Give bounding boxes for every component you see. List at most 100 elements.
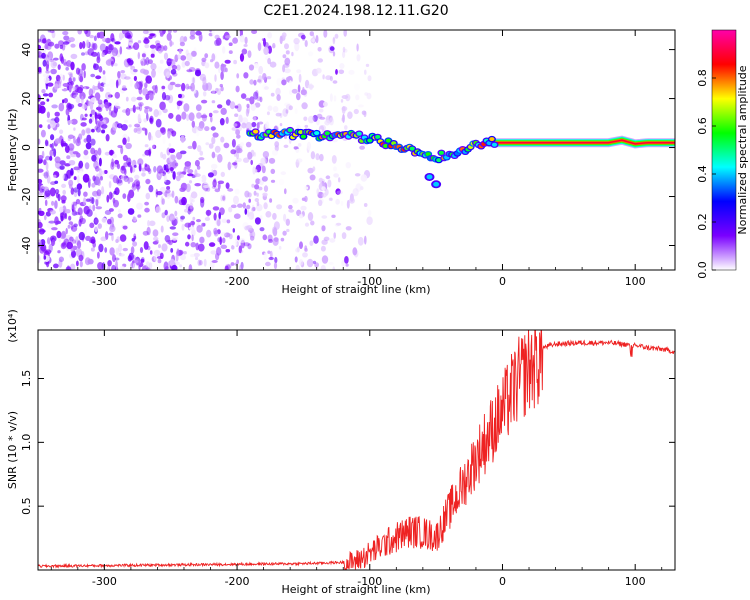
spectrogram-cell <box>61 43 66 51</box>
spectrogram-cell <box>99 170 102 178</box>
spectrogram-cell <box>214 145 221 153</box>
spectrogram-cell <box>54 116 60 124</box>
spectrogram-cell <box>54 180 59 184</box>
spectrogram-cell <box>69 73 73 78</box>
spectrogram-cell <box>62 172 65 180</box>
spectrogram-cell <box>95 126 101 133</box>
spectrogram-cell <box>195 104 202 112</box>
spectrogram-cell <box>145 75 152 84</box>
spectrogram-cell <box>309 174 316 181</box>
spectrogram-ridge-blob <box>409 146 415 151</box>
spectrogram-cell <box>286 228 290 233</box>
spectrogram-cell <box>122 193 127 199</box>
spectrogram-cell <box>153 109 159 118</box>
colorbar-frame <box>711 29 737 271</box>
spectrogram-cell <box>241 93 247 99</box>
spectrogram-cell <box>217 104 223 109</box>
spectrogram-cell <box>91 182 96 188</box>
spectrogram-cell <box>60 242 67 250</box>
spectrogram-cell <box>60 195 67 202</box>
spectrogram-cell <box>222 35 226 40</box>
spectrogram-cell <box>146 226 151 236</box>
spectrogram-cell <box>171 264 178 270</box>
spectrogram-cell <box>269 250 273 259</box>
spectrogram-cell <box>150 135 154 141</box>
spectrogram-ridge-blob <box>491 142 498 147</box>
spectrogram-cell <box>134 82 140 90</box>
spectrogram-cell <box>163 174 167 183</box>
spectrogram-cell <box>186 113 190 122</box>
spectrogram-cell <box>95 115 98 125</box>
spectrogram-cell <box>220 64 227 73</box>
spectrogram-cell <box>38 178 43 184</box>
spectrogram-cell <box>42 73 50 78</box>
spectrogram-cell <box>46 238 51 245</box>
spectrogram-cell <box>224 265 229 270</box>
spectrogram-cell <box>83 149 89 156</box>
spectrogram-cell <box>67 103 75 109</box>
spectrogram-cell <box>300 205 307 211</box>
spectrogram-cell <box>54 216 59 226</box>
spectrogram-cell <box>172 171 176 180</box>
spectrogram-cell <box>228 233 233 240</box>
spectrogram-cell <box>79 75 84 83</box>
spectrogram-cell <box>210 163 218 169</box>
spectrogram-cell <box>184 161 191 170</box>
spectrogram-cell <box>90 247 95 252</box>
spectrogram-cell <box>63 35 70 41</box>
spectrogram-cell <box>111 38 116 43</box>
spectrogram-cell <box>130 165 133 174</box>
spectrogram-cell <box>112 153 117 159</box>
spectrogram-cell <box>93 62 97 69</box>
spectrogram-cell <box>212 206 220 211</box>
spectrogram-cell <box>43 255 47 260</box>
spectrogram-cell <box>66 241 73 250</box>
spectrogram-cell <box>126 157 132 166</box>
spectrogram-cell <box>291 51 294 57</box>
spectrogram-cell <box>158 47 163 54</box>
spectrogram-cell <box>45 82 49 90</box>
spectrogram-cell <box>73 166 80 171</box>
spectrogram-cell <box>199 189 207 198</box>
spectrogram-cell <box>273 221 280 230</box>
spectrogram-cell <box>58 102 65 112</box>
spectrogram-cell <box>332 266 336 270</box>
spectrogram-cell <box>262 73 267 81</box>
spectrogram-cell <box>181 196 187 206</box>
spectrogram-cell <box>276 94 281 101</box>
spectrogram-cell <box>128 42 133 46</box>
spectrogram-cell <box>64 212 68 220</box>
spectrogram-cell <box>259 178 264 186</box>
spectrogram-cell <box>136 183 140 192</box>
spectrogram-cell <box>40 101 46 106</box>
spectrogram-cell <box>191 234 194 242</box>
spectrogram-cell <box>367 209 372 216</box>
spectrogram-cell <box>180 55 187 61</box>
spectrogram-cell <box>157 258 162 264</box>
spectrogram-cell <box>141 172 146 177</box>
spectrogram-cell <box>211 136 216 145</box>
spectrogram-cell <box>209 30 212 33</box>
spectrogram-cell <box>236 157 242 163</box>
spectrogram-cell <box>114 159 119 165</box>
spectrogram-cell <box>108 44 114 51</box>
spectrogram-cell <box>160 225 164 233</box>
spectrogram-cell <box>89 113 93 118</box>
spectrogram-cell <box>104 101 110 109</box>
spectrogram-cell <box>102 70 106 75</box>
spectrogram-cell <box>186 69 193 73</box>
spectrogram-cell <box>41 52 46 59</box>
spectrogram-cell <box>133 164 137 168</box>
spectrogram-cell <box>257 42 262 52</box>
spectrogram-cell <box>234 105 239 109</box>
spectrogram-cell <box>153 252 158 262</box>
spectrogram-cell <box>178 48 182 54</box>
spectrogram-cell <box>321 225 326 232</box>
spectrogram-cell <box>251 183 255 188</box>
spectrogram-cell <box>112 122 117 131</box>
spectrogram-cell <box>77 207 83 216</box>
spectrogram-cell <box>184 222 192 228</box>
spectrogram-cell <box>248 211 255 220</box>
spectrogram-cell <box>102 38 108 42</box>
spectrogram-cell <box>95 165 100 172</box>
